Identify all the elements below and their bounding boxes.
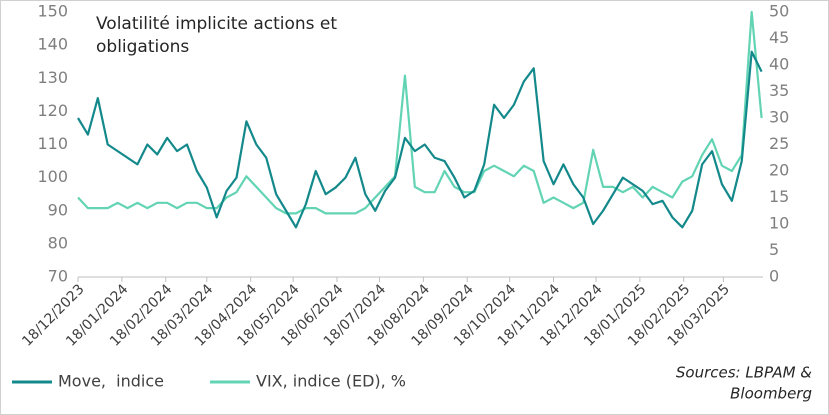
chart-title: obligations (96, 37, 189, 57)
source: Sources: LBPAM & (676, 364, 812, 382)
y2-tick-label: 10 (769, 214, 789, 233)
legend-label: Move, indice (58, 372, 164, 391)
y-tick-label: 150 (37, 2, 68, 21)
y2-tick-label: 25 (769, 134, 789, 153)
y-tick-label: 80 (48, 233, 68, 252)
y-tick-label: 90 (48, 200, 68, 219)
source: Bloomberg (730, 385, 812, 403)
y-tick-label: 70 (48, 267, 68, 286)
y2-tick-label: 50 (769, 2, 789, 21)
y2-tick-label: 15 (769, 187, 789, 206)
series-line (77, 50, 763, 229)
legend-label: VIX, indice (ED), % (256, 372, 406, 391)
y2-tick-label: 0 (769, 267, 779, 286)
y-tick-label: 120 (37, 101, 68, 120)
y2-tick-label: 20 (769, 161, 789, 180)
y-tick-label: 100 (37, 167, 68, 186)
y2-tick-label: 35 (769, 81, 789, 100)
y2-tick-label: 40 (769, 55, 789, 74)
y2-tick-label: 45 (769, 28, 789, 47)
y-tick-label: 140 (37, 35, 68, 54)
chart-title: Volatilité implicite actions et (96, 14, 337, 34)
y2-tick-label: 5 (769, 240, 779, 259)
y2-tick-label: 30 (769, 108, 789, 127)
y-tick-label: 110 (37, 134, 68, 153)
y-tick-label: 130 (37, 68, 68, 87)
series-line (77, 10, 763, 215)
